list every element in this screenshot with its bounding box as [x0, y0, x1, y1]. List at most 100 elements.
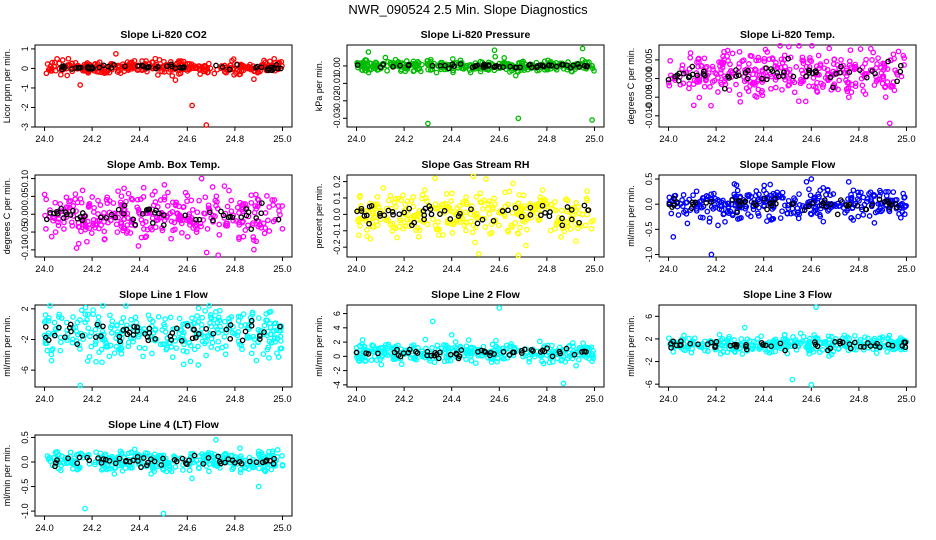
panel-5-data-point — [415, 233, 422, 240]
panel-7-data-point — [248, 350, 255, 357]
panel-4-data-point — [202, 194, 209, 201]
panel-7-data-point — [260, 351, 267, 357]
panel-3-data-point — [715, 75, 721, 81]
panel-3-data-point — [844, 79, 851, 86]
panel-8-y-tick-label: 4 — [332, 325, 342, 330]
panel-3-data-point — [680, 80, 687, 87]
panel-3-data-point — [802, 98, 809, 105]
panel-7-data-point — [207, 320, 213, 326]
panel-8-data-point — [465, 337, 472, 343]
panel-9-data-point — [704, 341, 711, 348]
panel-7-data-point — [55, 314, 62, 320]
panel-7-data-point — [74, 341, 81, 347]
panel-2-data-point — [387, 59, 394, 66]
panel-5-data-point — [504, 227, 511, 234]
panel-3-data-point — [874, 61, 880, 67]
panel-4-data-point — [206, 206, 213, 213]
panel-4-data-point — [161, 181, 168, 188]
panel-1-data-point — [169, 72, 176, 79]
panel-6-data-point — [850, 217, 857, 223]
panel-4-x-tick-label: 24.4 — [130, 264, 149, 275]
panel-4-data-point — [66, 198, 72, 205]
panel-4-data-point — [43, 216, 50, 223]
panel-6-data-point — [684, 220, 691, 227]
panel-1-data-point — [140, 63, 146, 70]
panel-8-data-point — [442, 349, 449, 356]
panel-1-x-tick-label: 24.2 — [83, 134, 102, 145]
panel-3-data-point — [759, 79, 766, 85]
panel-3-data-point — [827, 74, 834, 81]
panel-7-data-point — [169, 330, 176, 336]
panel-3-data-point — [852, 83, 859, 90]
panel-8-data-point — [455, 355, 462, 362]
panel-5-data-point — [546, 213, 553, 220]
panel-9-data-point — [871, 335, 878, 342]
panel-6-data-point — [742, 205, 749, 212]
panel-8-data-point — [471, 345, 477, 352]
panel-6-data-point — [698, 197, 705, 204]
panel-2-data-point — [405, 61, 412, 68]
panel-5-data-point — [588, 225, 595, 232]
panel-5-data-point — [363, 212, 370, 219]
panel-7-data-point — [227, 322, 234, 328]
panel-4-data-point — [240, 233, 247, 240]
panel-5-data-point — [463, 219, 470, 226]
panel-6-data-point — [761, 196, 768, 202]
panel-4-data-point — [275, 216, 282, 223]
panel-4-data-point — [160, 222, 167, 228]
panel-5-data-point — [473, 194, 480, 200]
panel-6-data-point — [671, 195, 677, 202]
panel-8-data-point — [365, 351, 372, 357]
panel-8-data-point — [500, 348, 507, 355]
panel-3-data-point — [719, 64, 726, 71]
panel-4-data-point — [73, 245, 80, 251]
panel-7-data-point — [88, 343, 95, 350]
panel-4-data-point — [149, 220, 156, 226]
panel-7-data-point — [162, 316, 169, 322]
panel-3-data-point — [733, 81, 739, 88]
panel-7-data-point — [244, 333, 251, 339]
panel-6-data-point — [668, 210, 675, 217]
panel-6-data-point — [674, 199, 680, 205]
panel-4-data-point — [255, 223, 262, 230]
panel-5-data-point — [590, 217, 597, 224]
panel-3-data-point — [888, 82, 895, 89]
panel-8-data-point — [463, 343, 470, 350]
panel-6-data-point — [755, 213, 762, 219]
panel-7-data-point — [277, 345, 284, 352]
panel-9-data-point — [668, 340, 674, 347]
panel-10-y-tick-label: 0.5 — [20, 431, 30, 444]
panel-2-data-point — [449, 56, 456, 62]
panel-7-data-point — [191, 326, 197, 333]
panel-1-data-point — [213, 62, 219, 69]
panel-8-data-point — [530, 348, 536, 354]
panel-7-data-point — [235, 329, 242, 335]
panel-2-data-point — [390, 63, 396, 70]
panel-4-data-point — [193, 226, 200, 233]
panel-4-data-point — [52, 199, 59, 206]
panel-5-data-point — [419, 192, 426, 198]
panel-3-data-point — [809, 42, 815, 49]
panel-3-data-point — [886, 120, 893, 127]
panel-3-data-point — [871, 82, 878, 88]
panel-1-data-point — [169, 63, 175, 70]
panel-10-data-point — [86, 461, 93, 467]
panel-2-data-point — [485, 59, 492, 66]
panel-5-data-point — [527, 212, 534, 218]
panel-4-data-point — [125, 190, 132, 197]
panel-3-data-point — [736, 60, 743, 67]
panel-6-data-point — [785, 205, 792, 212]
panel-4-data-point — [118, 202, 124, 208]
panel-9-data-point — [716, 331, 723, 338]
panel-2-data-point — [491, 47, 498, 54]
panel-7-data-point — [51, 332, 58, 339]
panel-7-data-point — [266, 355, 272, 361]
panel-10-data-point — [63, 459, 70, 466]
panel-3-data-point — [705, 70, 712, 76]
panel-2-data-point — [540, 63, 547, 70]
panel-4-data-point — [43, 196, 50, 203]
panel-7-data-point — [235, 317, 242, 324]
panel-8-y-tick-label: 2 — [332, 340, 342, 345]
panel-6-data-point — [830, 191, 837, 197]
panel-2-data-point — [382, 54, 389, 61]
